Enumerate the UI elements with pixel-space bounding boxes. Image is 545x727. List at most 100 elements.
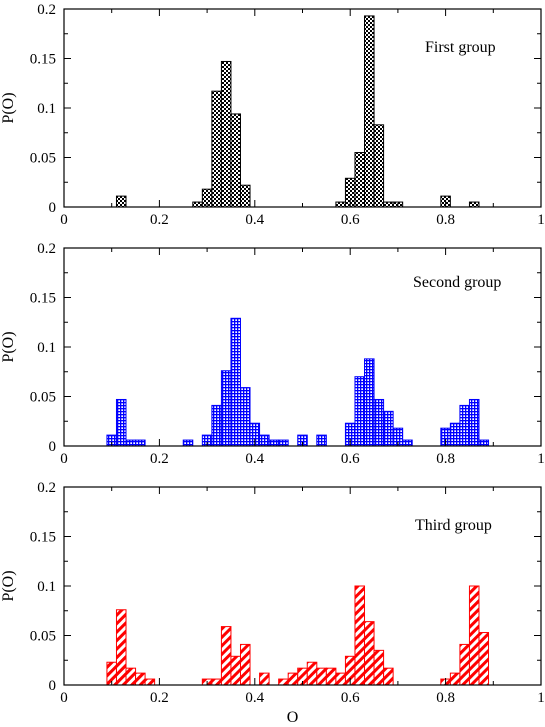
y-tick-label: 0.05: [30, 151, 56, 167]
histogram-bar: [354, 152, 366, 208]
x-tick-label: 0.4: [245, 690, 264, 706]
histogram-bar: [364, 358, 375, 447]
histogram-bar: [278, 678, 289, 686]
histogram-bar: [259, 672, 270, 686]
histogram-bar: [354, 376, 366, 447]
histogram-bar: [316, 434, 327, 447]
histogram-bar: [335, 201, 346, 208]
histogram-bar: [230, 317, 241, 447]
histogram-bar: [383, 201, 394, 208]
histogram-bar: [211, 404, 222, 447]
x-axis-title: O: [287, 709, 299, 726]
histogram-bar: [135, 439, 146, 447]
chart-panel-1: 0 0.2 0.4 0.6 0.8 1 0 0.05 0.1 0.15 0.2 P(O) First g…: [0, 2, 545, 228]
histogram-bar: [144, 678, 156, 686]
histogram-bar: [459, 404, 470, 447]
x-tick-label: 0: [60, 690, 68, 706]
histogram-bar: [383, 667, 394, 686]
x-tick-label: 0.8: [436, 212, 455, 228]
x-tick-label: 0.2: [150, 690, 169, 706]
panel-title: First group: [425, 39, 496, 56]
x-tick-label: 0.2: [150, 451, 169, 467]
histogram-bar: [230, 113, 241, 208]
histogram-bar: [287, 672, 299, 686]
histogram-bar: [259, 434, 270, 447]
histogram-bar: [468, 201, 480, 208]
histogram-bar: [268, 439, 280, 447]
histogram-bar: [478, 632, 490, 686]
y-axis-title: P(O): [0, 331, 17, 362]
x-tick-label: 0.4: [245, 451, 264, 467]
y-tick-label: 0: [49, 200, 57, 216]
histogram-bar: [364, 15, 375, 208]
histogram-bar: [325, 667, 337, 686]
histogram-bar: [220, 370, 232, 447]
y-tick-label: 0.2: [37, 241, 56, 257]
histogram-bar: [478, 439, 490, 447]
y-tick-label: 0.05: [30, 629, 56, 645]
x-tick-label: 1: [537, 451, 545, 467]
panel-title: Third group: [415, 517, 492, 534]
histogram-bar: [335, 672, 346, 686]
histogram-bar: [192, 201, 203, 208]
chart-panel-3: 0 0.2 0.4 0.6 0.8 1 0 0.05 0.1 0.15 0.2 P(O) O Third …: [0, 480, 545, 726]
histogram-bar: [316, 667, 327, 686]
histogram-bar: [383, 410, 394, 447]
y-tick-label: 0.15: [30, 530, 56, 546]
y-tick-label: 0.2: [37, 2, 56, 18]
histogram-bar: [373, 398, 385, 447]
histogram-bar: [373, 124, 385, 208]
y-axis-title: P(O): [0, 570, 17, 601]
histogram-bar: [449, 422, 461, 447]
chart-panel-2: 0 0.2 0.4 0.6 0.8 1 0 0.05 0.1 0.15 0.2 P(O) Second …: [0, 241, 545, 467]
histogram-bar: [211, 90, 222, 208]
histogram-bar: [125, 667, 137, 686]
y-tick-label: 0.1: [37, 579, 56, 595]
x-tick-label: 0.8: [436, 690, 455, 706]
y-tick-label: 0.05: [30, 390, 56, 406]
histogram-bar: [468, 398, 480, 447]
x-tick-label: 1: [537, 212, 545, 228]
histogram-bar: [115, 195, 127, 208]
y-tick-label: 0.15: [30, 291, 56, 307]
x-tick-label: 0: [60, 451, 68, 467]
y-tick-label: 0.1: [37, 101, 56, 117]
histogram-bar: [306, 661, 318, 686]
x-tick-label: 0.4: [245, 212, 264, 228]
y-tick-label: 0.1: [37, 340, 56, 356]
histogram-bar: [115, 398, 127, 447]
histogram-bar: [364, 621, 375, 686]
histogram-bar: [354, 585, 366, 686]
x-tick-label: 0.2: [150, 212, 169, 228]
y-tick-label: 0: [49, 439, 57, 455]
histogram-bar: [402, 439, 413, 447]
x-tick-label: 1: [537, 690, 545, 706]
histogram-bar: [468, 585, 480, 686]
histogram-bar: [459, 643, 470, 686]
histogram-bar: [239, 643, 251, 686]
histogram-bar: [115, 609, 127, 686]
y-tick-label: 0.2: [37, 480, 56, 496]
histogram-bar: [278, 439, 289, 447]
histogram-bar: [220, 60, 232, 208]
y-axis-title: P(O): [0, 92, 17, 123]
y-tick-label: 0.15: [30, 52, 56, 68]
histogram-bar: [239, 387, 251, 447]
x-tick-label: 0.6: [341, 451, 360, 467]
x-tick-label: 0.8: [436, 451, 455, 467]
x-tick-label: 0.6: [341, 212, 360, 228]
x-tick-label: 0: [60, 212, 68, 228]
panel-title: Second group: [413, 274, 501, 291]
histogram-bar: [449, 672, 461, 686]
histogram-bar: [239, 184, 251, 208]
histogram-bar: [125, 439, 137, 447]
histogram-bar: [211, 678, 222, 686]
histogram-bar: [230, 655, 241, 686]
y-tick-label: 0: [49, 678, 57, 694]
histogram-bar: [135, 672, 146, 686]
histogram-bar: [220, 626, 232, 686]
x-tick-label: 0.6: [341, 690, 360, 706]
histogram-bar: [373, 649, 385, 686]
histogram-bar: [182, 439, 194, 447]
